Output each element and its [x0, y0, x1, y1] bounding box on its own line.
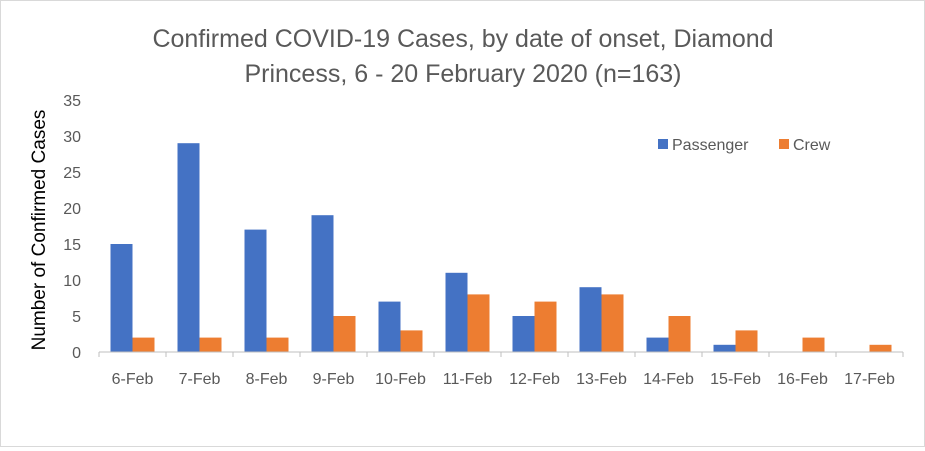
bar-crew-13-feb — [601, 294, 624, 352]
bar-passenger-15-feb — [713, 344, 736, 352]
bar-crew-7-feb — [199, 337, 222, 352]
y-tick-label: 10 — [63, 273, 81, 290]
y-tick-label: 35 — [63, 93, 81, 110]
x-tick-label: 8-Feb — [246, 371, 288, 388]
y-tick-label: 15 — [63, 237, 81, 254]
x-tick-label: 9-Feb — [313, 371, 355, 388]
x-tick-label: 12-Feb — [509, 371, 560, 388]
legend: Passenger Crew — [658, 137, 831, 154]
bar-crew-9-feb — [333, 316, 356, 352]
bar-crew-14-feb — [668, 316, 691, 352]
legend-label-crew: Crew — [793, 137, 831, 154]
bar-passenger-12-feb — [512, 316, 535, 352]
y-tick-label: 0 — [72, 345, 81, 362]
bar-passenger-8-feb — [244, 229, 267, 352]
legend-swatch-crew — [779, 139, 789, 149]
y-tick-label: 30 — [63, 129, 81, 146]
bar-passenger-7-feb — [177, 143, 200, 352]
x-tick-label: 15-Feb — [710, 371, 761, 388]
x-tick-label: 6-Feb — [112, 371, 154, 388]
bar-crew-16-feb — [802, 337, 825, 352]
chart-title-line-2: Princess, 6 - 20 February 2020 (n=163) — [244, 60, 681, 88]
x-tick-label: 11-Feb — [443, 371, 493, 388]
bars — [110, 143, 892, 352]
x-tick-label: 16-Feb — [777, 371, 828, 388]
legend-label-passenger: Passenger — [672, 137, 749, 154]
bar-passenger-10-feb — [378, 301, 401, 352]
y-tick-label: 20 — [63, 201, 81, 218]
y-axis-ticks: 0 5 10 15 20 25 30 35 — [63, 93, 81, 362]
bar-crew-17-feb — [869, 344, 892, 352]
y-tick-label: 5 — [72, 309, 81, 326]
bar-passenger-13-feb — [579, 287, 602, 352]
bar-crew-8-feb — [266, 337, 289, 352]
x-tick-label: 13-Feb — [576, 371, 627, 388]
bar-crew-11-feb — [467, 294, 490, 352]
legend-swatch-passenger — [658, 139, 668, 149]
bar-crew-15-feb — [735, 330, 758, 352]
x-tick-label: 7-Feb — [179, 371, 221, 388]
chart-title-line-1: Confirmed COVID-19 Cases, by date of ons… — [152, 25, 773, 53]
x-tick-label: 17-Feb — [844, 371, 895, 388]
y-axis-label: Number of Confirmed Cases — [29, 110, 50, 351]
y-tick-label: 25 — [63, 165, 81, 182]
bar-passenger-9-feb — [311, 215, 334, 352]
bar-passenger-14-feb — [646, 337, 669, 352]
x-tick-label: 10-Feb — [375, 371, 426, 388]
x-axis-ticks: 6-Feb 7-Feb 8-Feb 9-Feb 10-Feb 11-Feb 12-Feb 13… — [98, 352, 904, 388]
bar-crew-10-feb — [400, 330, 423, 352]
bar-crew-6-feb — [132, 337, 155, 352]
x-tick-label: 14-Feb — [643, 371, 694, 388]
bar-passenger-11-feb — [445, 272, 468, 352]
bar-crew-12-feb — [534, 301, 557, 352]
bar-passenger-6-feb — [110, 244, 133, 352]
